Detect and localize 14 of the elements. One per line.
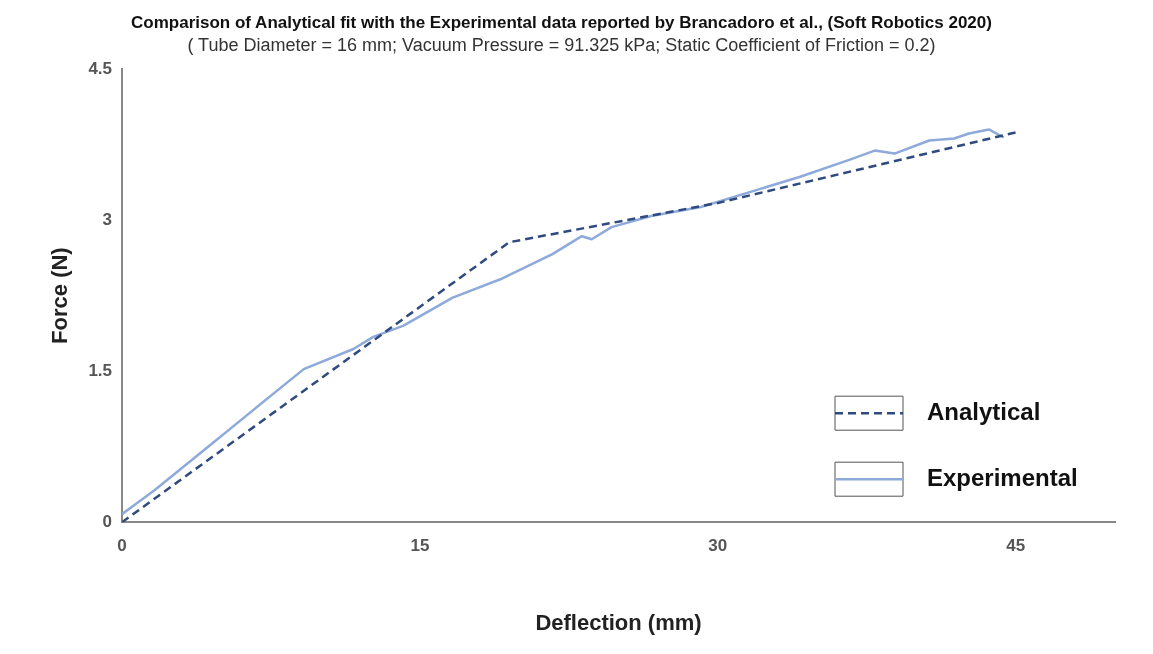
chart-subtitle: ( Tube Diameter = 16 mm; Vacuum Pressure = 91.325 kPa; Static Coefficient of Friction = 0.2) [187,35,936,56]
y-tick-label: 1.5 [88,360,113,380]
y-tick-label: 0 [102,511,113,531]
x-tick-label: 45 [1006,536,1026,556]
y-axis-title: Force (N) [47,247,73,344]
legend-label: Experimental [927,463,1078,491]
y-tick-label: 3 [102,209,113,229]
x-tick-label: 15 [410,536,430,556]
y-tick-label: 4.5 [88,58,113,78]
x-tick-label: 30 [708,536,728,556]
chart-title: Comparison of Analytical fit with the Experimental data reported by Brancadoro et al., (Soft Robotics 2020) [131,12,992,32]
x-tick-label: 0 [117,536,127,556]
x-axis-title: Deflection (mm) [535,609,702,635]
legend-label: Analytical [927,397,1041,425]
